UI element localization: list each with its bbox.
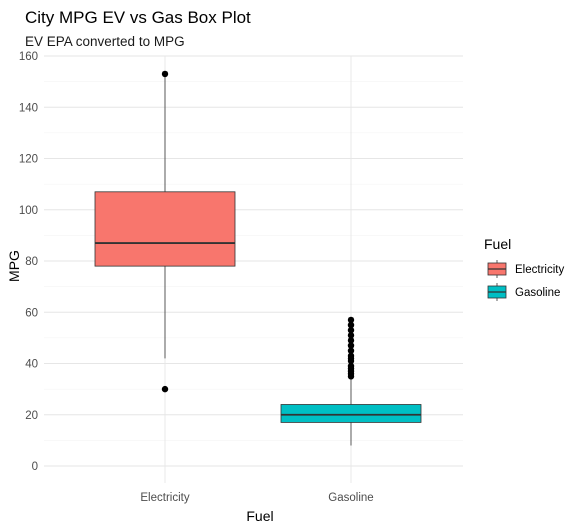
outlier-point: [161, 70, 169, 78]
legend: Fuel Electricity Gasoline: [484, 236, 564, 301]
y-tick-label: 120: [19, 154, 38, 166]
chart-subtitle: EV EPA converted to MPG: [25, 34, 185, 49]
x-axis-title: Fuel: [246, 508, 273, 524]
y-tick-label: 160: [19, 51, 38, 63]
legend-label: Gasoline: [515, 287, 560, 299]
y-tick-label: 80: [25, 256, 38, 268]
outlier-point: [161, 385, 169, 393]
outlier-point: [347, 326, 355, 334]
box-iqr: [94, 191, 236, 267]
legend-item-electricity: Electricity: [487, 260, 564, 278]
y-axis-ticks: 0 20 40 60 80 100 120 140 160: [19, 51, 38, 473]
outlier-point: [347, 342, 355, 349]
outlier-point: [347, 316, 355, 324]
outlier-point: [347, 362, 355, 370]
box-iqr: [280, 404, 422, 423]
legend-label: Electricity: [515, 264, 564, 276]
y-tick-label: 60: [25, 307, 38, 319]
x-tick-label: Gasoline: [328, 492, 373, 504]
outlier-point: [347, 321, 355, 329]
box-gasoline: [280, 316, 422, 446]
box-series: [94, 70, 422, 446]
x-axis-ticks: Electricity Gasoline: [140, 492, 373, 504]
y-axis-title: MPG: [6, 250, 22, 282]
legend-item-gasoline: Gasoline: [487, 283, 560, 301]
outlier-point: [347, 352, 355, 360]
outlier-point: [347, 332, 355, 339]
box-electricity: [94, 70, 236, 393]
y-tick-label: 0: [32, 461, 38, 473]
y-tick-label: 140: [19, 102, 38, 114]
outlier-point: [347, 337, 355, 344]
y-tick-label: 40: [25, 359, 38, 371]
y-tick-label: 20: [25, 410, 38, 422]
legend-title: Fuel: [484, 236, 511, 252]
x-tick-label: Electricity: [140, 492, 189, 504]
y-tick-label: 100: [19, 205, 38, 217]
chart-title: City MPG EV vs Gas Box Plot: [25, 8, 251, 27]
outlier-point: [347, 347, 355, 354]
